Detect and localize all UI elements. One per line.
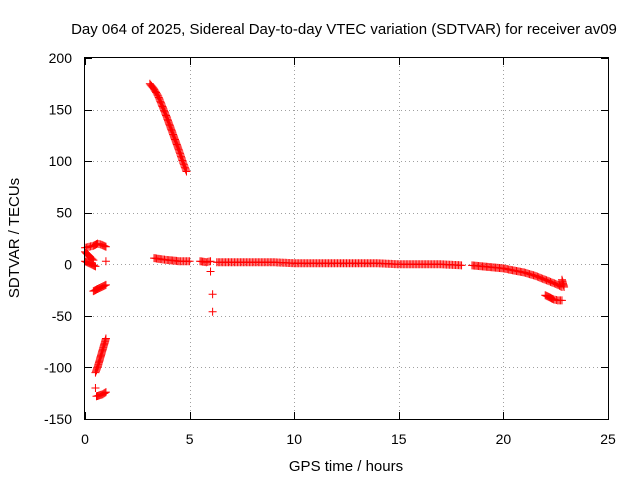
data-point bbox=[91, 384, 100, 393]
tick-label-layer: -150 -100 -50 0 50 100 150 200 0 5 10 15 20 25 bbox=[44, 50, 616, 447]
data-point bbox=[206, 267, 215, 276]
data-point bbox=[101, 257, 110, 266]
y-tick-label: -50 bbox=[52, 308, 72, 324]
data-point bbox=[101, 242, 110, 251]
data-point bbox=[91, 262, 100, 271]
grid-layer bbox=[85, 58, 608, 419]
data-point bbox=[181, 166, 190, 175]
data-point bbox=[206, 257, 215, 266]
plot-frame bbox=[84, 57, 609, 420]
y-tick-label: 50 bbox=[56, 205, 72, 221]
x-tick-label: 10 bbox=[286, 431, 302, 447]
data-point bbox=[100, 242, 109, 251]
data-points bbox=[81, 79, 569, 401]
data-point bbox=[101, 388, 110, 397]
y-tick-label: 0 bbox=[64, 256, 72, 272]
chart-title: Day 064 of 2025, Sidereal Day-to-day VTE… bbox=[71, 21, 617, 38]
y-axis-label: SDTVAR / TECUs bbox=[6, 178, 23, 298]
data-point bbox=[557, 296, 566, 305]
y-tick-label: -150 bbox=[44, 411, 72, 427]
y-tick-label: 200 bbox=[49, 50, 73, 66]
y-tick-label: 100 bbox=[49, 153, 73, 169]
y-tick-label: 150 bbox=[49, 102, 73, 118]
data-point bbox=[99, 241, 108, 250]
x-tick-label: 15 bbox=[391, 431, 407, 447]
data-point bbox=[101, 334, 110, 343]
data-point bbox=[100, 281, 109, 290]
x-tick-label: 20 bbox=[496, 431, 512, 447]
x-tick-label: 0 bbox=[81, 431, 89, 447]
x-tick-label: 5 bbox=[186, 431, 194, 447]
data-point bbox=[99, 389, 108, 398]
data-point bbox=[547, 294, 556, 303]
y-tick-label: -100 bbox=[44, 359, 72, 375]
data-point bbox=[99, 281, 108, 290]
data-point bbox=[182, 167, 191, 176]
x-tick-label: 25 bbox=[600, 431, 616, 447]
data-point bbox=[208, 290, 217, 299]
data-point bbox=[457, 261, 466, 270]
data-point bbox=[560, 282, 569, 291]
data-point bbox=[100, 388, 109, 397]
data-point bbox=[208, 307, 217, 316]
data-point bbox=[185, 257, 194, 266]
x-axis-label: GPS time / hours bbox=[289, 458, 403, 475]
data-point bbox=[90, 261, 99, 270]
data-point bbox=[89, 261, 98, 270]
data-point bbox=[101, 280, 110, 289]
